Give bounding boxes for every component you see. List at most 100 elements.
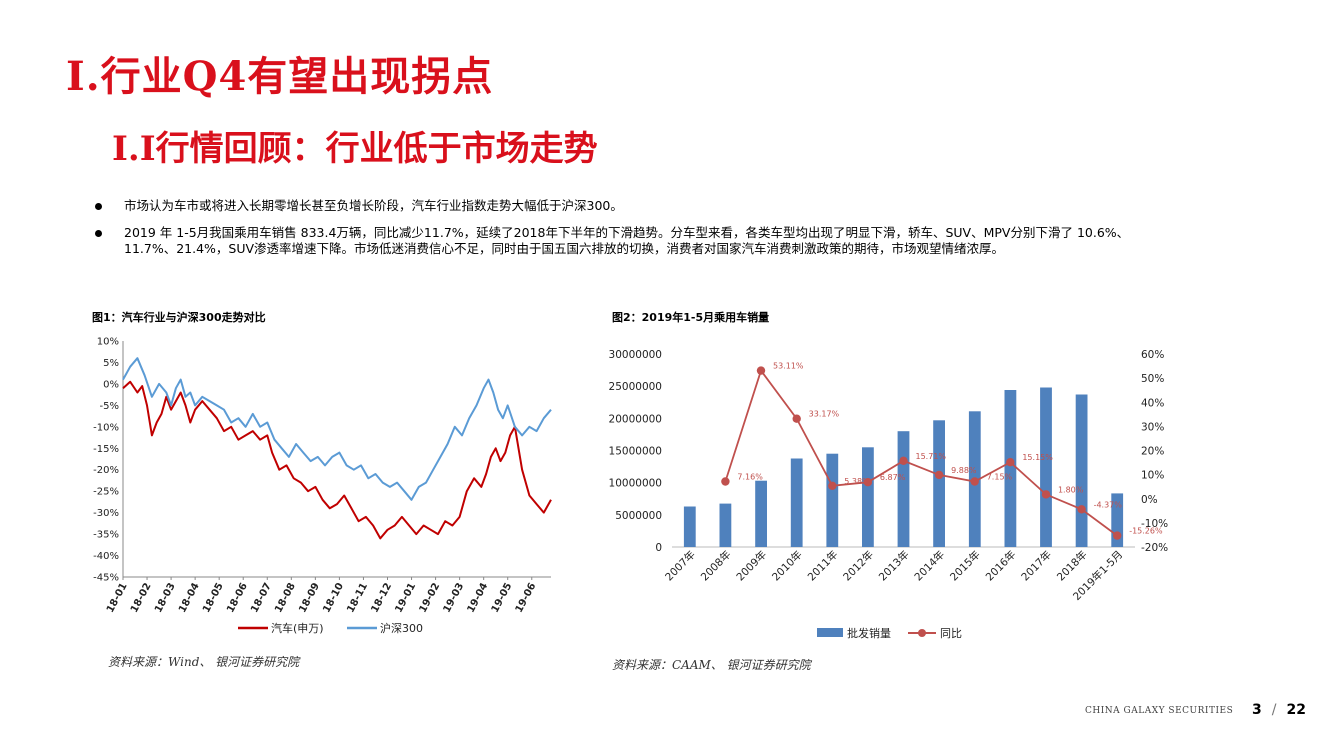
x-tick-label: 18-03 <box>153 581 178 614</box>
yoy-data-label: -4.37% <box>1094 500 1123 509</box>
left-tick-label: 5000000 <box>615 510 662 522</box>
yoy-point <box>1113 531 1122 540</box>
category-label: 2011年 <box>805 548 841 584</box>
right-tick-label: 30% <box>1141 421 1164 433</box>
page-current: 3 <box>1252 702 1262 718</box>
y-tick-label: -20% <box>93 465 119 476</box>
sales-bar <box>683 506 696 547</box>
y-tick-label: -15% <box>93 444 119 455</box>
x-tick-label: 18-10 <box>321 581 346 614</box>
x-tick-label: 19-02 <box>418 581 443 614</box>
legend-label-yoy: 同比 <box>940 627 962 640</box>
right-tick-label: 0% <box>1141 494 1158 506</box>
yoy-point <box>899 456 908 465</box>
yoy-data-label: 53.11% <box>773 362 804 371</box>
left-tick-label: 30000000 <box>609 349 662 361</box>
category-label: 2007年 <box>662 548 698 584</box>
right-tick-label: -20% <box>1141 542 1168 554</box>
x-tick-label: 19-03 <box>442 581 467 614</box>
yoy-data-label: 33.17% <box>809 410 840 419</box>
bullet-dot-icon <box>95 203 102 210</box>
legend-label-csi300: 沪深300 <box>380 621 423 635</box>
category-label: 2018年 <box>1054 548 1090 584</box>
bullet-item: 2019 年 1-5月我国乘用车销售 833.4万辆，同比减少11.7%，延续了… <box>92 225 1152 257</box>
x-tick-label: 19-06 <box>514 581 539 614</box>
yoy-data-label: 15.71% <box>916 452 947 461</box>
category-label: 2008年 <box>698 548 734 584</box>
sales-bar <box>862 447 874 547</box>
x-tick-label: 18-12 <box>369 581 394 614</box>
y-tick-label: 10% <box>97 337 119 348</box>
x-tick-label: 18-09 <box>297 581 322 614</box>
sales-bar <box>933 420 945 547</box>
yoy-point <box>756 366 766 375</box>
category-label: 2016年 <box>983 548 1019 584</box>
x-tick-label: 19-04 <box>466 581 491 614</box>
left-tick-label: 0 <box>655 542 662 554</box>
legend-label-auto: 汽车(申万) <box>271 621 324 635</box>
figure2-title: 图2：2019年1-5月乘用车销量 <box>612 311 770 324</box>
category-label: 2009年 <box>734 548 770 584</box>
yoy-data-label: 7.15% <box>987 473 1013 482</box>
bullet-dot-icon <box>95 230 102 237</box>
category-label: 2014年 <box>912 548 948 584</box>
yoy-point <box>1041 490 1051 499</box>
left-tick-label: 10000000 <box>609 478 662 490</box>
yoy-point <box>792 414 801 423</box>
page-title: I.行业Q4有望出现拐点 <box>66 53 494 100</box>
sales-bar <box>1111 493 1124 547</box>
sales-bar <box>719 503 732 547</box>
right-tick-label: 40% <box>1141 397 1164 409</box>
y-tick-label: 0% <box>103 379 119 390</box>
x-tick-label: 18-06 <box>225 581 250 614</box>
yoy-point <box>863 478 873 487</box>
y-tick-label: 5% <box>103 358 119 369</box>
sales-bar <box>1075 394 1088 547</box>
figure2-source: 资料来源：CAAM、 银河证券研究院 <box>612 658 811 672</box>
x-tick-label: 19-05 <box>490 581 515 614</box>
y-tick-label: -5% <box>100 401 119 412</box>
section-subtitle: I.I行情回顾：行业低于市场走势 <box>112 129 598 169</box>
bullet-text: 市场认为车市或将进入长期零增长甚至负增长阶段，汽车行业指数走势大幅低于沪深300… <box>124 198 623 213</box>
yoy-data-label: 1.80% <box>1058 485 1084 494</box>
footer-brand: CHINA GALAXY SECURITIES <box>1085 706 1234 716</box>
x-tick-label: 18-04 <box>177 581 202 614</box>
series-line-csi300 <box>122 357 552 501</box>
category-label: 2013年 <box>876 548 912 584</box>
right-tick-label: 60% <box>1141 349 1164 361</box>
yoy-point <box>970 477 979 486</box>
page-separator: / <box>1271 702 1277 718</box>
yoy-data-label: 5.38% <box>844 477 870 486</box>
sales-bar <box>790 458 803 547</box>
left-tick-label: 25000000 <box>609 381 662 393</box>
category-label: 2012年 <box>840 548 876 584</box>
x-tick-label: 18-01 <box>105 581 130 614</box>
legend-marker-yoy <box>918 629 926 637</box>
passenger-car-sales-chart: 30000000 25000000 20000000 15000000 10000000… <box>609 349 1169 640</box>
yoy-point <box>1006 458 1015 467</box>
legend-swatch-sales <box>817 628 843 637</box>
right-tick-label: 10% <box>1141 470 1164 482</box>
yoy-data-label: 15.15% <box>1022 453 1053 462</box>
yoy-data-label: 6.87% <box>880 473 906 482</box>
page-number: 3 / 22 <box>1252 702 1306 718</box>
yoy-point <box>721 477 730 486</box>
sales-bar <box>755 480 767 547</box>
x-tick-label: 18-11 <box>345 581 370 614</box>
bullet-text: 2019 年 1-5月我国乘用车销售 833.4万辆，同比减少11.7%，延续了… <box>124 225 1130 256</box>
series-line-auto <box>122 380 552 540</box>
yoy-data-label: 9.88% <box>951 466 977 475</box>
y-tick-label: -10% <box>93 422 119 433</box>
yoy-point <box>828 481 837 490</box>
yoy-point <box>934 470 944 480</box>
sales-bar <box>897 431 910 547</box>
x-tick-label: 18-08 <box>273 581 298 614</box>
sales-bar <box>1004 390 1017 547</box>
figure1-title: 图1：汽车行业与沪深300走势对比 <box>92 311 266 324</box>
y-tick-label: -30% <box>93 508 119 519</box>
yoy-data-label: 7.16% <box>737 472 763 481</box>
left-tick-label: 20000000 <box>609 413 662 425</box>
y-tick-label: -40% <box>93 551 119 562</box>
x-tick-label: 18-07 <box>249 581 274 614</box>
y-tick-label: -35% <box>93 530 119 541</box>
